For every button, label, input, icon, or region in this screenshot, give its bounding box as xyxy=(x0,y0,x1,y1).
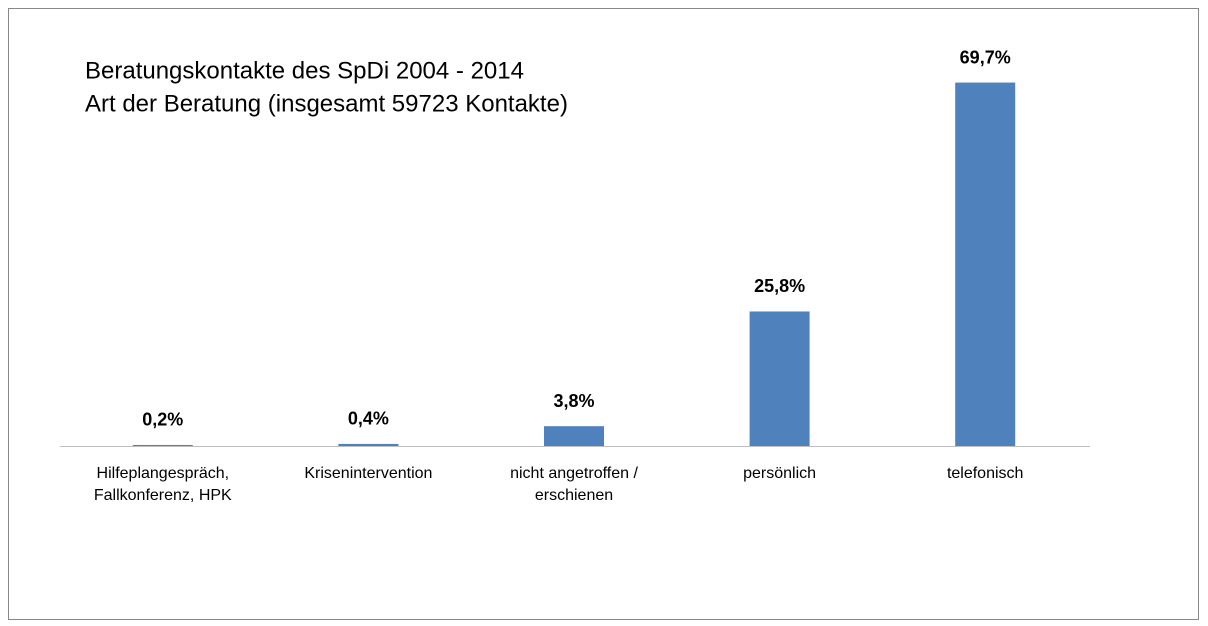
data-label: 0,2% xyxy=(142,410,183,430)
bar xyxy=(132,444,193,446)
data-label: 25,8% xyxy=(754,276,805,296)
x-tick-label: Krisenintervention xyxy=(304,465,433,482)
x-tick-label: Hilfeplangespräch, Fallkonferenz, HPK xyxy=(93,465,232,504)
chart-subtitle: Art der Beratung (insgesamt 59723 Kontak… xyxy=(85,90,568,117)
x-tick-label: nicht angetroffen / erschienen xyxy=(510,465,638,504)
bar xyxy=(955,82,1016,447)
bar xyxy=(749,311,810,446)
x-tick-label: telefonisch xyxy=(946,465,1024,482)
data-label: 0,4% xyxy=(348,409,389,429)
x-tick-label: persönlich xyxy=(743,465,817,482)
chart-title: Beratungskontakte des SpDi 2004 - 2014 xyxy=(85,57,524,84)
data-label: 69,7% xyxy=(960,47,1011,67)
bar xyxy=(338,443,399,446)
bar xyxy=(544,426,604,446)
data-label: 3,8% xyxy=(553,391,594,411)
